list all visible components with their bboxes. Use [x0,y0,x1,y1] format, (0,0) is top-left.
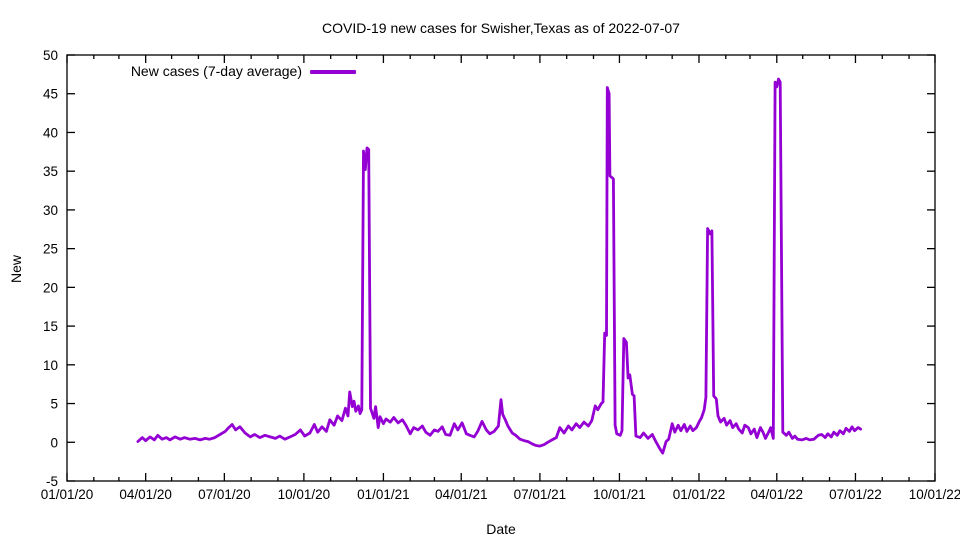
x-tick-label: 04/01/20 [119,487,172,502]
x-tick-label: 04/01/22 [751,487,804,502]
y-tick-label: 25 [43,242,58,257]
y-tick-label: 50 [43,48,58,63]
x-tick-label: 01/01/20 [41,487,94,502]
y-tick-label: -5 [46,474,58,489]
y-tick-label: 35 [43,164,58,179]
x-tick-label: 07/01/22 [829,487,882,502]
chart-title: COVID-19 new cases for Swisher,Texas as … [322,20,680,36]
y-tick-label: 5 [50,397,58,412]
x-tick-label: 07/01/21 [514,487,567,502]
x-tick-label: 04/01/21 [435,487,488,502]
x-tick-label: 07/01/20 [198,487,251,502]
y-tick-label: 40 [43,125,58,140]
x-tick-label: 01/01/22 [673,487,726,502]
legend-line-swatch [310,69,356,74]
y-tick-label: 0 [50,435,58,450]
y-tick-label: 15 [43,319,58,334]
x-tick-label: 01/01/21 [357,487,410,502]
y-tick-label: 45 [43,87,58,102]
plot-border [66,54,936,482]
y-tick-label: 10 [43,358,58,373]
data-line [136,77,862,455]
y-tick-label: 20 [43,280,58,295]
legend-label: New cases (7-day average) [130,63,302,79]
x-tick-label: 10/01/21 [593,487,646,502]
x-tick-label: 10/01/22 [909,487,960,502]
legend: New cases (7-day average) [0,63,356,80]
y-tick-label: 30 [43,203,58,218]
x-tick-label: 10/01/20 [278,487,331,502]
x-axis-label: Date [486,521,516,537]
